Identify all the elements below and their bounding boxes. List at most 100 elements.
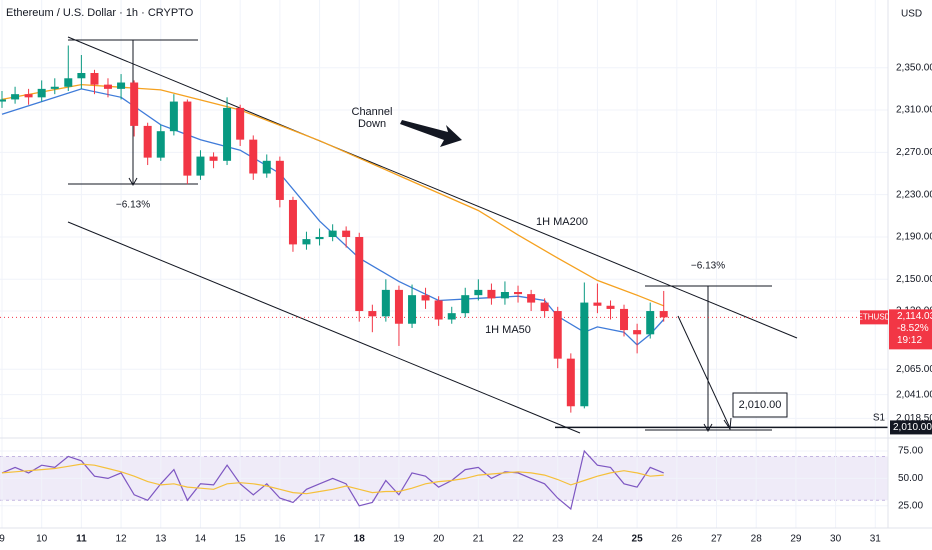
candle-body [381,289,390,317]
symbol-label: ETHUSD [858,312,891,321]
x-tick-label: 31 [870,534,882,545]
candle-body [249,139,258,174]
x-tick-label: 21 [473,534,485,545]
candle-body [408,295,417,324]
axis-labels: 2,350.00 2,310.00 2,270.00 2,230.00 2,190.00… [0,62,932,545]
x-tick-label: 25 [632,534,644,545]
y-tick-label: 2,190.00 [896,232,932,243]
x-tick-label: 11 [76,534,87,545]
candle-body [620,308,629,331]
candle-body [302,239,311,245]
x-tick-label: 17 [314,534,326,545]
x-tick-label: 19 [393,534,405,545]
candle-body [209,156,218,161]
chart-title: Ethereum / U.S. Dollar · 1h · CRYPTO [6,7,194,19]
target-box [732,392,788,418]
s1-label: 2,010.00 [893,422,932,433]
candle-body [236,107,245,140]
candle-body [24,94,33,98]
y-tick-label: 2,150.00 [896,274,932,285]
candle-body [421,295,430,301]
countdown: 19:12 [897,335,922,346]
ma-line [1,88,665,346]
annotation: Down [358,118,386,130]
candle-body [169,101,178,132]
annotation: Channel [352,106,393,118]
candle-body [288,199,297,245]
x-tick-label: 9 [0,534,5,545]
candle-body [90,73,99,85]
candle-body [11,94,20,100]
x-tick-label: 14 [195,534,207,545]
candle-body [659,311,668,318]
y-tick-label: 2,041.00 [896,389,932,400]
y-tick-label: 2,230.00 [896,189,932,200]
x-tick-label: 27 [711,534,723,545]
candle-body [593,302,602,306]
s1-tag [890,420,932,435]
candle-body [514,292,523,295]
candle-body [368,311,377,317]
ma-line [1,83,664,307]
currency: USD [901,9,922,20]
candle-body [540,302,549,312]
candle-body [580,302,589,407]
candle-body [633,330,642,335]
channel-upper [67,36,798,339]
y-tick-label: 25.00 [898,500,923,511]
candle-body [646,311,655,335]
price-tag [889,309,932,350]
candle-body [553,311,562,359]
measure-label: −6.13% [691,261,725,272]
x-tick-label: 12 [116,534,128,545]
x-tick-label: 26 [671,534,683,545]
x-tick-label: 29 [790,534,802,545]
last-change: -8.52% [897,323,929,334]
x-tick-label: 15 [235,534,247,545]
candle-body [50,86,59,89]
measure-label: −6.13% [116,200,150,211]
candle-body [156,131,165,158]
candle-body [566,358,575,407]
candle-body [606,305,615,309]
candle-body [64,78,73,87]
y-tick-label: 2,018.50 [896,413,932,424]
x-tick-label: 20 [433,534,445,545]
candle-body [275,160,284,200]
x-tick-label: 28 [751,534,763,545]
channel-arrow [400,120,462,147]
candle-body [447,313,456,320]
ma-label: 1H MA200 [536,216,588,228]
arrow-head [723,417,732,431]
candle-body [103,84,112,89]
candle-body [143,125,152,158]
candle-body [527,294,536,303]
candle-body [315,236,324,240]
x-tick-label: 16 [274,534,286,545]
candle-body [500,292,509,299]
last-price: 2,114.03 [897,311,932,322]
y-tick-label: 75.00 [898,446,923,457]
candle-body [130,82,139,126]
x-tick-label: 22 [512,534,524,545]
projection-line [677,315,731,429]
y-tick-label: 2,350.00 [896,62,932,73]
price-axis [888,0,932,550]
candle-body [262,160,271,174]
candle-body [77,73,86,79]
candle-body [183,101,192,176]
rsi-line [1,463,664,495]
candle-body [487,289,496,299]
y-tick-label: 2,065.00 [896,364,932,375]
candle-body [394,289,403,324]
x-tick-label: 30 [830,534,842,545]
s1-name: S1 [873,413,886,424]
candle-body [461,295,470,314]
candle-body [196,156,205,176]
candle-body [328,230,337,237]
drawings [67,36,798,434]
y-tick-label: 50.00 [898,473,923,484]
x-tick-label: 10 [36,534,48,545]
